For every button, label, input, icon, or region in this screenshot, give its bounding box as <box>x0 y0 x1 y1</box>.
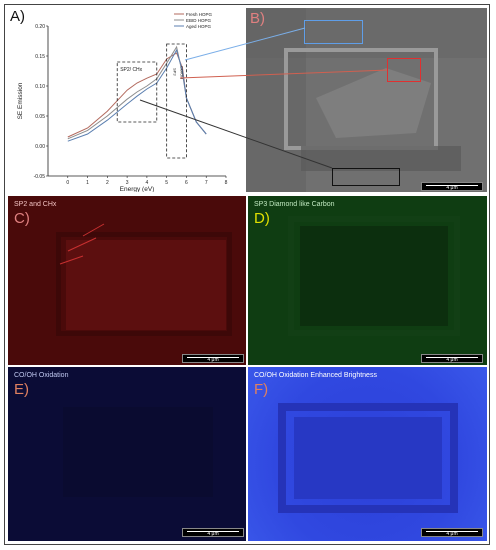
scale-label: 4 μm <box>207 531 219 537</box>
annotation-label: SP3 <box>173 68 178 76</box>
y-axis-label: SE Emission <box>17 82 24 119</box>
legend-entry: Fresh HOPG <box>186 12 213 17</box>
x-tick-label: 6 <box>185 180 188 186</box>
panel-a-chart: A) 0 1 2 3 4 5 6 7 8 -0.05 0.00 0.05 0.10 0.15 0.20 Ene… <box>8 8 240 192</box>
panel-f-title: CO/OH Oxidation Enhanced Brightness <box>254 372 377 379</box>
x-tick-label: 0 <box>66 180 69 186</box>
panel-b-letter: B) <box>250 10 265 27</box>
panel-a-letter: A) <box>10 8 25 25</box>
sem-light-flake <box>316 68 431 138</box>
map-inner-rect <box>294 417 442 499</box>
y-tick-label: 0.00 <box>35 144 45 150</box>
blue-roi-box <box>304 20 363 44</box>
scale-bar-f: 4 μm <box>421 528 483 537</box>
se-emission-chart: 0 1 2 3 4 5 6 7 8 -0.05 0.00 0.05 0.10 0.15 0.20 Energy… <box>17 12 228 192</box>
panel-e-letter: E) <box>14 381 29 398</box>
panel-f-letter: F) <box>254 381 269 398</box>
panel-c-letter: C) <box>14 210 30 227</box>
panel-d-sp3-map: SP3 Diamond like Carbon D) 4 μm <box>248 196 487 365</box>
map-rect-border <box>278 403 458 513</box>
x-tick-label: 7 <box>205 180 208 186</box>
sem-texture <box>246 8 487 192</box>
y-tick-label: 0.20 <box>35 24 45 30</box>
panel-e-oxidation-map: CO/OH Oxidation E) 4 μm <box>8 367 246 541</box>
map-rect-border <box>56 232 232 336</box>
map-inner-rect <box>66 240 226 330</box>
black-roi-box <box>332 168 400 186</box>
x-tick-label: 5 <box>165 180 168 186</box>
panel-b-sem-image: B) 4 μm <box>246 8 487 192</box>
panel-c-title: SP2 and CHx <box>14 201 57 208</box>
y-tick-label: 0.15 <box>35 54 45 60</box>
x-tick-label: 2 <box>106 180 109 186</box>
panel-c-sp2-map: SP2 and CHx C) 4 μm <box>8 196 246 365</box>
panel-f-enhanced-map: CO/OH Oxidation Enhanced Brightness F) 4… <box>248 367 487 541</box>
x-axis-label: Energy (eV) <box>120 186 155 192</box>
x-tick-label: 8 <box>225 180 228 186</box>
x-tick-label: 3 <box>126 180 129 186</box>
y-tick-label: -0.05 <box>34 174 46 180</box>
panel-d-title: SP3 Diamond like Carbon <box>254 201 335 208</box>
annotation-label: SP2/ CHx <box>120 67 142 73</box>
figure-frame <box>4 4 490 545</box>
sem-left-gradient <box>246 8 306 192</box>
scale-bar-b: 4 μm <box>421 182 483 191</box>
map-rect-border <box>288 216 460 336</box>
legend-entry: Aged HOPG <box>186 24 212 29</box>
red-roi-box <box>387 58 421 82</box>
map-inner-rect <box>300 226 448 326</box>
panel-d-letter: D) <box>254 210 270 227</box>
scale-label: 4 μm <box>446 531 458 537</box>
x-tick-label: 1 <box>86 180 89 186</box>
map-inner-rect <box>63 407 213 497</box>
scale-bar-d: 4 μm <box>421 354 483 363</box>
scale-label: 4 μm <box>446 185 458 191</box>
annotation-label: CO/OH <box>180 66 185 79</box>
sp3-annotation-box <box>166 43 187 159</box>
y-tick-label: 0.10 <box>35 84 45 90</box>
panel-e-title: CO/OH Oxidation <box>14 372 69 379</box>
scale-label: 4 μm <box>446 357 458 363</box>
scale-bar-c: 4 μm <box>182 354 244 363</box>
scale-bar-e: 4 μm <box>182 528 244 537</box>
scale-label: 4 μm <box>207 357 219 363</box>
x-tick-label: 4 <box>145 180 148 186</box>
red-streaks <box>59 223 105 265</box>
legend-entry: EBID HOPG <box>186 18 212 23</box>
y-tick-label: 0.05 <box>35 114 45 120</box>
